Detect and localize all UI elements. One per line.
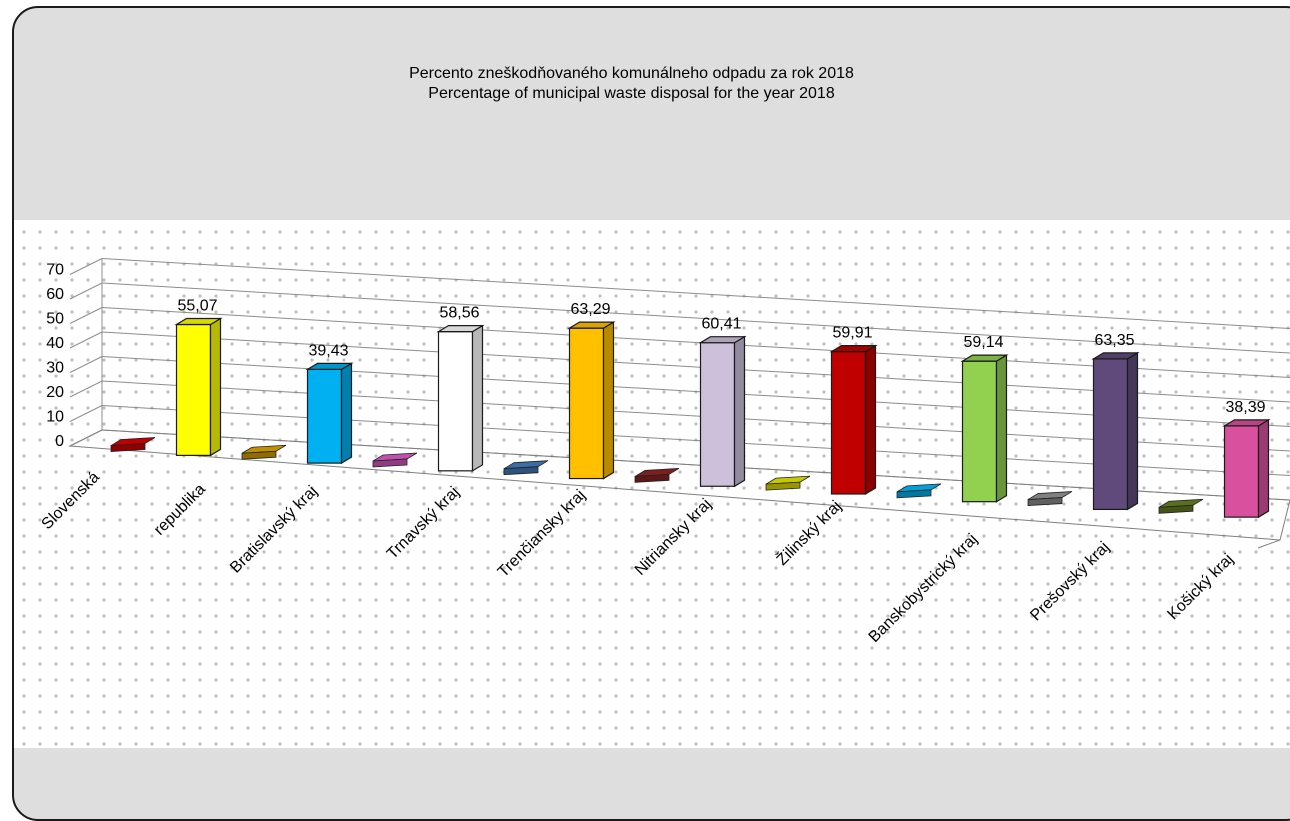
bar	[1223, 425, 1260, 518]
bar-top	[960, 354, 1009, 362]
bar	[830, 351, 867, 495]
category-label: Trenčiansky kraj	[495, 487, 589, 581]
category-label: Bratislavský kraj	[227, 483, 321, 577]
bar-top	[567, 321, 616, 329]
bar-top	[436, 325, 485, 333]
category-label: Slovenská	[39, 469, 103, 533]
bar-side	[471, 324, 484, 472]
side-gridline	[69, 282, 103, 300]
bar-side	[864, 344, 877, 496]
bar	[437, 331, 474, 472]
category-label: Nitriansky kraj	[632, 496, 715, 579]
bar-side	[733, 335, 746, 488]
gridline	[101, 282, 1290, 354]
bar-top	[1091, 352, 1140, 360]
gridline	[101, 331, 1290, 403]
bar	[568, 327, 605, 480]
side-gridline	[69, 307, 103, 324]
bar-value-label: 59,14	[963, 334, 1003, 351]
category-label: Košický kraj	[1164, 551, 1236, 623]
bar-side	[340, 362, 353, 465]
floor-edge	[1257, 539, 1281, 549]
side-gridline	[69, 331, 103, 349]
side-gridline	[69, 380, 103, 398]
bar-side	[995, 354, 1008, 503]
gridline	[101, 307, 1290, 378]
empty-series-marker-face	[503, 466, 539, 476]
gridline	[101, 405, 1290, 476]
empty-series-marker-face	[241, 450, 277, 460]
bar-value-label: 60,41	[701, 316, 741, 333]
bar	[175, 323, 212, 456]
empty-series-marker-face	[896, 489, 932, 499]
y-tick-label: 20	[46, 384, 64, 401]
bar-value-label: 59,91	[832, 325, 872, 342]
category-label: republika	[151, 481, 209, 539]
y-tick-label: 50	[46, 311, 64, 328]
bar-top	[174, 317, 223, 326]
category-label: Prešovský kraj	[1027, 539, 1113, 625]
y-tick-label: 10	[46, 409, 64, 426]
y-tick-label: 0	[55, 433, 64, 450]
side-gridline	[69, 405, 103, 422]
gridline	[101, 356, 1290, 427]
gridline	[101, 258, 1290, 329]
empty-series-marker-face	[372, 458, 408, 468]
bar-side	[209, 317, 222, 457]
side-gridline	[69, 356, 103, 373]
category-label: Trnavský kraj	[384, 484, 463, 563]
bar	[961, 360, 998, 503]
chart-floor	[68, 429, 1290, 541]
empty-series-marker-face	[634, 473, 670, 483]
bar-top	[1222, 419, 1271, 427]
bar-top	[698, 336, 747, 344]
chart-title: Percento zneškodňovaného komunálneho odp…	[14, 64, 1249, 104]
bar-value-label: 58,56	[439, 305, 479, 322]
bar-top	[829, 345, 878, 353]
bar	[1092, 358, 1129, 511]
y-tick-label: 60	[46, 286, 64, 303]
bar-side	[1126, 351, 1139, 511]
chart-plot-band	[14, 220, 1290, 748]
bar	[306, 368, 343, 464]
y-tick-label: 70	[46, 262, 64, 279]
bar-value-label: 55,07	[177, 298, 217, 315]
bar-value-label: 63,29	[570, 301, 610, 318]
empty-series-marker-face	[1158, 504, 1194, 514]
bar-top	[305, 362, 354, 371]
bar-side	[602, 321, 615, 480]
bar-side	[1257, 418, 1270, 519]
category-label: Banskobystrický kraj	[866, 531, 981, 646]
category-label: Žilinský kraj	[772, 496, 845, 569]
empty-series-marker-face	[765, 481, 801, 491]
chart-title-sk: Percento zneškodňovaného komunálneho odp…	[409, 65, 854, 82]
empty-series-marker-face	[1027, 497, 1063, 506]
y-tick-label: 30	[46, 360, 64, 377]
bar-value-label: 63,35	[1094, 332, 1134, 349]
side-gridline	[69, 258, 103, 275]
bar	[699, 342, 736, 487]
bar-value-label: 38,39	[1225, 399, 1265, 416]
empty-series-marker-face	[110, 443, 146, 452]
gridline	[101, 380, 1290, 452]
y-tick-label: 40	[46, 335, 64, 352]
bar-value-label: 39,43	[308, 342, 348, 359]
chart-title-en: Percentage of municipal waste disposal f…	[428, 85, 835, 102]
